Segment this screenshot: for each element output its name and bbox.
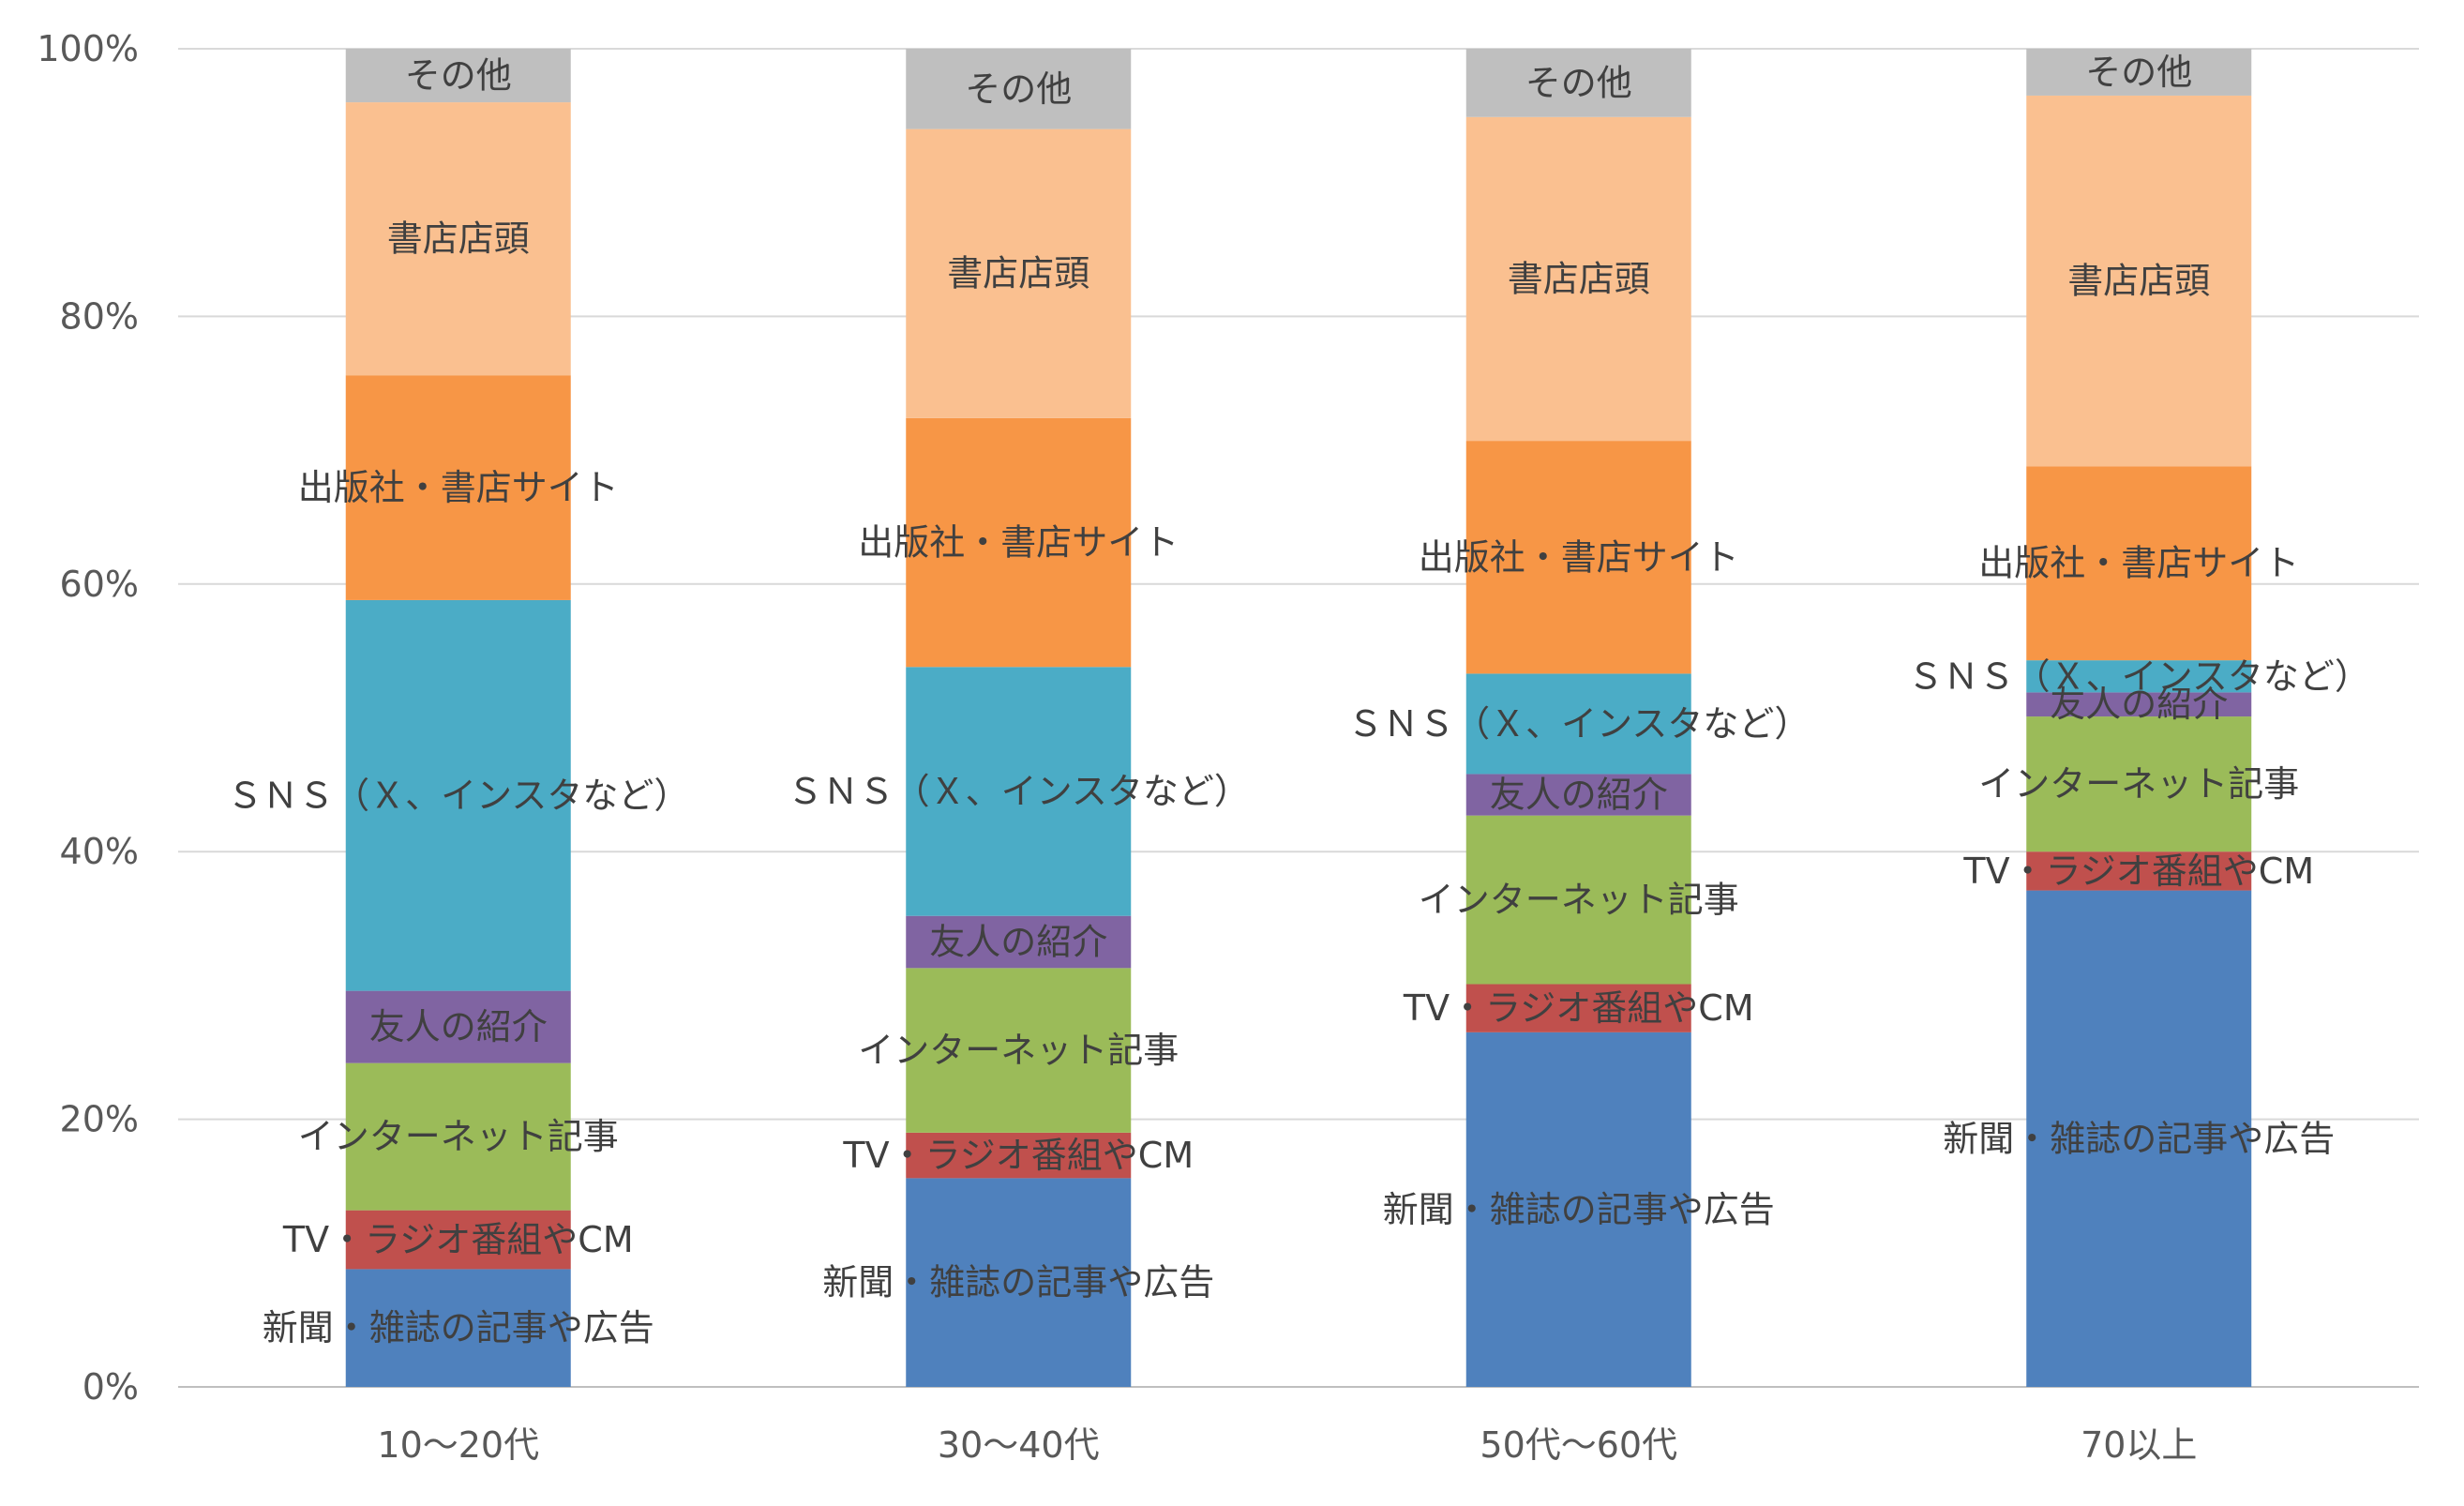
segment-label: 友人の紹介 [369,1006,548,1047]
segment-label: 書店店頭 [2067,261,2210,302]
segment-label: その他 [2085,52,2192,93]
bar-segment [1465,673,1691,775]
segment-label: 新聞・雑誌の記事や広告 [822,1262,1214,1303]
bar-segment [906,1178,1132,1387]
segment-label: 友人の紹介 [1490,775,1668,816]
segment-label: インターネット記事 [1978,763,2299,805]
bar-segment [2026,49,2252,96]
bar-segment [906,128,1132,418]
segment-label: 友人の紹介 [2050,684,2228,725]
bar-segment [906,417,1132,668]
segment-label: インターネット記事 [1419,880,1739,921]
segment-label: ＳＮＳ（Ｘ、インスタなど） [227,775,689,816]
bar-segment [2026,95,2252,467]
bar-segment [345,1269,571,1387]
segment-label: 出版社・書店サイト [1978,543,2299,584]
bar-segment [906,968,1132,1133]
segment-label: 書店店頭 [947,253,1089,294]
bar-segment [2026,716,2252,852]
bar-segment [1465,1032,1691,1387]
segment-label: ＳＮＳ（Ｘ、インスタなど） [1347,703,1810,745]
segment-label: TV・ラジオ番組やCM [1403,987,1754,1029]
segment-label: TV・ラジオ番組やCM [282,1219,634,1260]
segment-label: その他 [1525,62,1632,103]
segment-label: 新聞・雑誌の記事や広告 [1383,1189,1775,1230]
bar-segment [345,375,571,600]
bar-segment [906,667,1132,916]
x-category-label: 30〜40代 [938,1424,1100,1466]
bar-segment [2026,890,2252,1387]
bar-segment [1465,984,1691,1032]
segment-label: その他 [405,55,512,97]
segment-label: 書店店頭 [387,218,530,260]
x-category-label: 10〜20代 [377,1424,539,1466]
bar-segment [345,1062,571,1211]
bar-segment [2026,692,2252,717]
bar-segment [1465,774,1691,816]
bar-segment [1465,815,1691,985]
bar-segment [345,1210,571,1270]
bar-segment [2026,466,2252,661]
bar-segment [1465,116,1691,442]
bar-segment [906,49,1132,129]
segment-label: 出版社・書店サイト [1419,536,1739,578]
y-tick-label: 60% [60,564,139,605]
bar-segment [345,49,571,103]
bar-segment [906,1132,1132,1179]
segment-label: 書店店頭 [1508,258,1650,299]
bar-segment [1465,441,1691,674]
bar-segment [906,915,1132,969]
bar-segment [2026,851,2252,891]
y-tick-label: 20% [60,1099,139,1140]
segment-label: インターネット記事 [298,1116,619,1157]
bars [345,49,2252,1387]
x-category-label: 50代〜60代 [1480,1424,1677,1466]
bar-segment [2026,660,2252,693]
y-tick-label: 80% [60,295,139,337]
segment-label: ＳＮＳ（Ｘ、インスタなど） [1908,655,2370,697]
bar-segment [345,102,571,376]
y-tick-label: 0% [83,1366,139,1408]
segment-label: インターネット記事 [858,1030,1179,1071]
segment-label: その他 [965,68,1072,110]
segment-label: 友人の紹介 [929,922,1107,963]
y-tick-label: 40% [60,831,139,872]
bar-segment [345,599,571,991]
bar-segment [345,990,571,1063]
y-tick-label: 100% [37,28,139,69]
segment-label: 出版社・書店サイト [858,522,1179,564]
segment-label: TV・ラジオ番組やCM [1962,851,2314,892]
segment-label: TV・ラジオ番組やCM [842,1135,1194,1176]
segment-label: 新聞・雑誌の記事や広告 [1943,1118,2335,1159]
axes: 0% 20% 40% 60% 80% 100% 10〜20代 30〜40代 50代〜60代 70以… [37,28,2197,1466]
segment-label: 出版社・書店サイト [298,467,619,508]
segment-label: 新聞・雑誌の記事や広告 [263,1307,654,1348]
segment-labels: 新聞・雑誌の記事や広告TV・ラジオ番組やCMインターネット記事友人の紹介ＳＮＳ（… [227,52,2370,1348]
segment-label: ＳＮＳ（Ｘ、インスタなど） [788,771,1250,812]
bar-segment [1465,49,1691,117]
x-category-label: 70以上 [2081,1424,2197,1466]
